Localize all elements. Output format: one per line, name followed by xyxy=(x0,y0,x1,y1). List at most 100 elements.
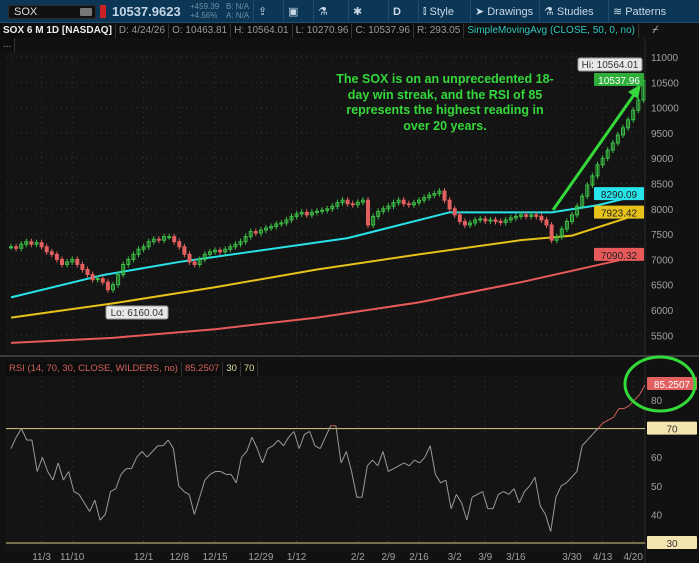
candle-body xyxy=(70,258,75,263)
style-button[interactable]: ⫾ Style xyxy=(418,0,470,23)
rsi-line-segment xyxy=(419,456,426,464)
annotation-arrow xyxy=(551,91,638,211)
candle-body xyxy=(626,119,631,129)
rsi-line-segment xyxy=(141,451,148,458)
candle-body xyxy=(274,223,279,228)
rsi-ob-level: 70 xyxy=(241,362,259,376)
rsi-line-segment xyxy=(115,474,122,489)
candle-body xyxy=(345,199,350,205)
rsi-value: 85.2507 xyxy=(182,362,224,376)
rsi-line-segment xyxy=(393,465,399,470)
candle-body xyxy=(54,253,59,260)
candle-body xyxy=(65,261,70,265)
candle-body xyxy=(534,214,539,217)
candle-body xyxy=(615,134,620,144)
candle-body xyxy=(524,214,529,217)
candle-body xyxy=(549,224,554,241)
rsi-line-segment xyxy=(335,425,342,463)
timeframe-button[interactable]: D xyxy=(388,0,418,23)
candle-body xyxy=(432,193,437,196)
candle-body xyxy=(391,202,396,207)
rsi-line-segment xyxy=(62,471,70,481)
high-label: Hi: 10564.01 xyxy=(582,60,639,71)
rsi-line-segment xyxy=(345,451,353,472)
candle-body xyxy=(95,278,100,281)
rsi-line-segment xyxy=(21,428,28,441)
price-tick-label: 8000 xyxy=(651,205,674,216)
rsi-line-segment xyxy=(99,514,106,521)
rsi-line-segment xyxy=(188,494,195,515)
candle-body xyxy=(151,238,156,243)
candle-body xyxy=(279,222,284,225)
candle-body xyxy=(621,127,625,136)
candle-body xyxy=(513,215,518,219)
pattern-icon: ≋ xyxy=(613,6,623,18)
rsi-line-segment xyxy=(68,471,75,492)
date-tick-label: 4/13 xyxy=(593,552,613,563)
candle-body xyxy=(136,248,141,255)
symbol-dropdown[interactable] xyxy=(80,8,92,16)
rsi-title[interactable]: RSI (14, 70, 30, CLOSE, WILDERS, no) xyxy=(6,362,182,376)
candle-body xyxy=(631,109,636,121)
ma-value-tag-box xyxy=(594,247,644,261)
rsi-line-segment xyxy=(613,408,620,418)
ma-value-tag: 7090.32 xyxy=(601,251,638,262)
candle-body xyxy=(29,241,34,245)
date-tick-label: 2/2 xyxy=(351,552,365,563)
rsi-line-segment xyxy=(283,436,290,447)
rsi-line-segment xyxy=(146,451,153,458)
price-tick-label: 9500 xyxy=(651,129,674,140)
candle-body xyxy=(126,258,131,265)
candle-body xyxy=(253,231,258,234)
rsi-line-segment xyxy=(324,425,332,438)
date-tick-label: 3/16 xyxy=(506,552,526,563)
symbol-input[interactable]: SOX xyxy=(8,5,96,19)
sma-study-label[interactable]: SimpleMovingAvg (CLOSE, 50, 0, no) xyxy=(464,24,639,38)
rsi-line-segment xyxy=(78,494,85,504)
drawings-label: Drawings xyxy=(487,5,534,18)
rsi-line-segment xyxy=(408,459,415,467)
candle-body xyxy=(284,219,289,224)
rsi-line-segment xyxy=(592,428,599,435)
rsi-line-segment xyxy=(424,445,431,458)
share-icon[interactable]: ⇪ xyxy=(253,0,283,23)
rsi-line-segment xyxy=(15,428,22,438)
candle-body xyxy=(600,157,605,166)
last-price-tag-box xyxy=(594,73,644,86)
rsi-line-segment xyxy=(52,462,59,481)
candle-body xyxy=(156,238,161,241)
candle-body xyxy=(462,220,467,226)
more-studies[interactable]: ... xyxy=(0,38,16,52)
candle-body xyxy=(187,253,192,263)
rsi-line-segment xyxy=(518,491,525,504)
candle-body xyxy=(401,199,406,205)
rsi-line-segment xyxy=(524,485,531,492)
flask-icon[interactable]: ⚗ xyxy=(313,0,348,23)
candle-body xyxy=(49,251,54,255)
rsi-line-segment xyxy=(57,462,64,481)
rsi-line-segment xyxy=(220,471,227,475)
rsi-line-segment xyxy=(172,448,180,486)
expand-icon[interactable]: ⌿ xyxy=(652,24,659,36)
ma-value-tag: 7923.42 xyxy=(601,209,638,220)
studies-button[interactable]: ⚗ Studies xyxy=(539,0,608,23)
price-tick-label: 8500 xyxy=(651,180,674,191)
gear-icon[interactable]: ✱ xyxy=(348,0,388,23)
candle-body xyxy=(213,249,217,253)
patterns-button[interactable]: ≋ Patterns xyxy=(608,0,699,23)
drawings-button[interactable]: ➤ Drawings xyxy=(470,0,539,23)
candle-body xyxy=(473,219,478,224)
candle-body xyxy=(503,219,508,223)
candle-body xyxy=(371,215,376,226)
candle-body xyxy=(24,241,29,245)
range-readout: R: 293.05 xyxy=(413,24,465,38)
candle-body xyxy=(437,190,442,195)
low-readout: L: 10270.96 xyxy=(292,24,353,38)
rsi-line-segment xyxy=(466,497,473,521)
rsi-line-segment xyxy=(241,451,248,458)
ma-value-tag-box xyxy=(594,205,644,219)
candle-body xyxy=(258,229,263,234)
flag-icon[interactable] xyxy=(100,5,106,18)
candle-body xyxy=(422,197,427,201)
alert-icon[interactable]: ▣ xyxy=(283,0,313,23)
